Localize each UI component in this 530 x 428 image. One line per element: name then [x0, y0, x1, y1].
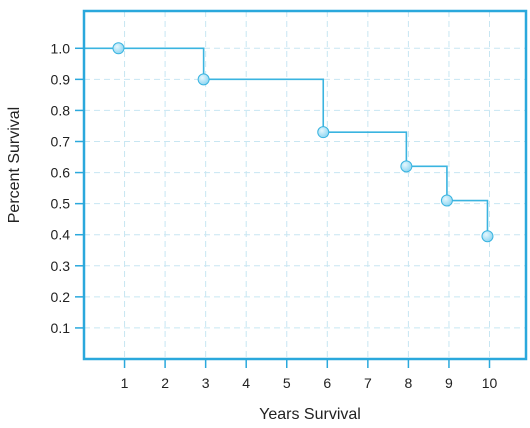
- data-points: [112, 42, 494, 243]
- x-tick-label: 6: [323, 375, 331, 391]
- y-tick-label: 0.8: [51, 102, 71, 118]
- x-tick-label: 1: [121, 375, 129, 391]
- y-tick-label: 0.4: [51, 227, 71, 243]
- data-point-marker: [481, 230, 494, 243]
- y-tick-label: 0.1: [51, 320, 71, 336]
- grid-lines: [84, 11, 526, 359]
- data-point-marker: [400, 160, 413, 173]
- x-tick-label: 4: [242, 375, 250, 391]
- x-axis-label: Years Survival: [259, 406, 361, 423]
- x-tick-label: 9: [445, 375, 453, 391]
- y-tick-label: 0.2: [51, 289, 71, 305]
- y-tick-label: 0.5: [51, 196, 71, 212]
- y-axis-label: Percent Survival: [6, 107, 23, 224]
- y-tick-label: 0.9: [51, 71, 71, 87]
- data-point-marker: [317, 126, 330, 139]
- x-tick-label: 10: [482, 375, 498, 391]
- y-tick-label: 0.6: [51, 165, 71, 181]
- plot-frame: [82, 9, 528, 361]
- x-tick-label: 8: [405, 375, 413, 391]
- x-tick-label: 5: [283, 375, 291, 391]
- y-tick-label: 1.0: [51, 40, 71, 56]
- data-point-marker: [112, 42, 125, 55]
- y-axis-ticks: 0.1 0.2 0.3 0.4 0.5 0.6 0.7 0.8 0.9 1.0: [51, 40, 84, 336]
- data-point-marker: [197, 73, 210, 86]
- data-point-marker: [440, 194, 453, 207]
- x-tick-label: 3: [202, 375, 210, 391]
- x-axis-ticks: 1 2 3 4 5 6 7 8 9 10: [121, 359, 498, 391]
- survival-step-line: [84, 47, 489, 237]
- y-tick-label: 0.7: [51, 134, 71, 150]
- y-tick-label: 0.3: [51, 258, 71, 274]
- x-tick-label: 7: [364, 375, 372, 391]
- series-line: [84, 47, 489, 237]
- x-tick-label: 2: [161, 375, 169, 391]
